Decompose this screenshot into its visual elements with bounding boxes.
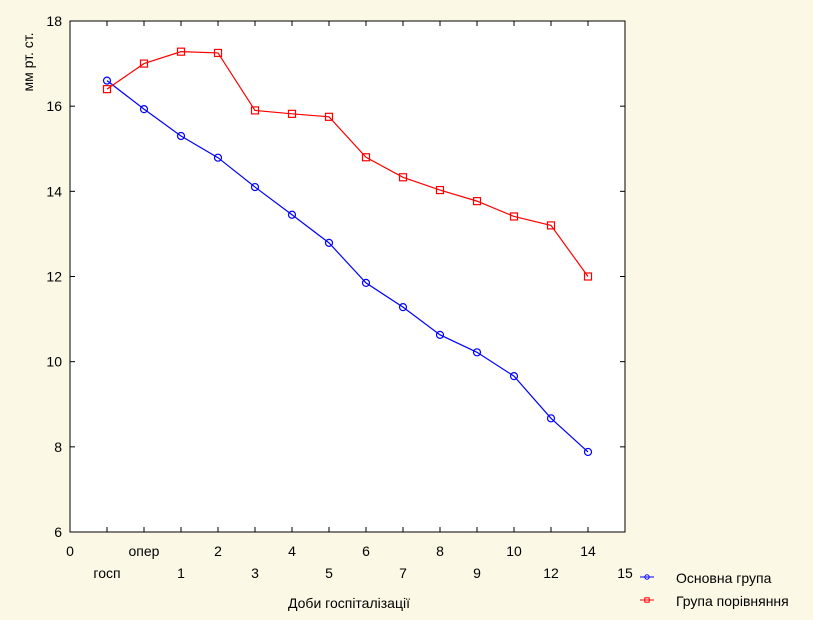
data-point <box>509 372 519 381</box>
x-tick-label: 7 <box>399 565 407 581</box>
data-point <box>398 173 408 182</box>
y-tick-label: 12 <box>46 269 62 285</box>
data-point <box>435 330 445 339</box>
data-point <box>583 272 593 281</box>
data-point <box>361 153 371 162</box>
x-axis-label: Доби госпіталізації <box>288 595 410 611</box>
legend-marker <box>644 597 650 603</box>
y-tick-label: 8 <box>54 439 62 455</box>
data-point <box>324 238 334 247</box>
data-point <box>213 48 223 58</box>
data-point <box>583 447 593 457</box>
data-point <box>361 278 371 287</box>
legend-marker <box>644 574 650 580</box>
data-point <box>435 185 445 195</box>
data-point <box>139 105 149 114</box>
data-point <box>102 76 112 85</box>
x-tick-label: 15 <box>617 565 633 581</box>
x-tick-label: 14 <box>580 543 596 559</box>
data-point <box>102 85 112 94</box>
data-point <box>509 212 519 221</box>
legend-label: Основна група <box>676 570 772 586</box>
data-point <box>176 47 186 56</box>
data-point <box>472 348 482 357</box>
x-tick-label: 8 <box>436 543 444 559</box>
x-tick-label: 1 <box>177 565 185 581</box>
y-tick-label: 10 <box>46 354 62 370</box>
x-tick-label: 12 <box>543 565 559 581</box>
data-point <box>287 210 297 219</box>
x-tick-label: опер <box>129 543 160 559</box>
y-axis-label: мм рт. ст. <box>20 32 36 91</box>
y-tick-label: 16 <box>46 98 62 114</box>
data-point <box>324 112 334 121</box>
series-2 <box>102 47 593 281</box>
x-tick-label: 3 <box>251 565 259 581</box>
data-point <box>139 59 149 68</box>
x-tick-label: 10 <box>506 543 522 559</box>
series-1 <box>102 76 593 457</box>
x-tick-label: госп <box>93 565 120 581</box>
data-point <box>176 131 186 141</box>
data-point <box>398 303 408 312</box>
data-point <box>287 109 297 118</box>
y-tick-label: 18 <box>46 13 62 29</box>
plot-frame <box>69 20 626 533</box>
data-point <box>213 153 223 162</box>
data-point <box>250 182 260 192</box>
legend: Основна група Група порівняння <box>640 570 789 609</box>
data-point <box>546 414 556 423</box>
data-point <box>546 221 556 230</box>
x-tick-label: 2 <box>214 543 222 559</box>
legend-label: Група порівняння <box>676 593 789 609</box>
y-tick-label: 14 <box>46 183 62 199</box>
series-line <box>106 80 589 453</box>
x-tick-label: 4 <box>288 543 296 559</box>
series-layer <box>102 47 593 457</box>
y-axis: 6 8 10 12 14 16 18 <box>46 13 625 540</box>
data-point <box>472 197 482 206</box>
x-axis: 0 опер 2 4 6 8 10 14 госп 1 3 5 7 9 12 15 <box>66 21 633 581</box>
x-tick-label: 9 <box>473 565 481 581</box>
x-tick-label: 0 <box>66 543 74 559</box>
x-tick-label: 5 <box>325 565 333 581</box>
series-line <box>106 51 589 277</box>
data-point <box>250 106 260 115</box>
x-tick-label: 6 <box>362 543 370 559</box>
y-tick-label: 6 <box>54 524 62 540</box>
